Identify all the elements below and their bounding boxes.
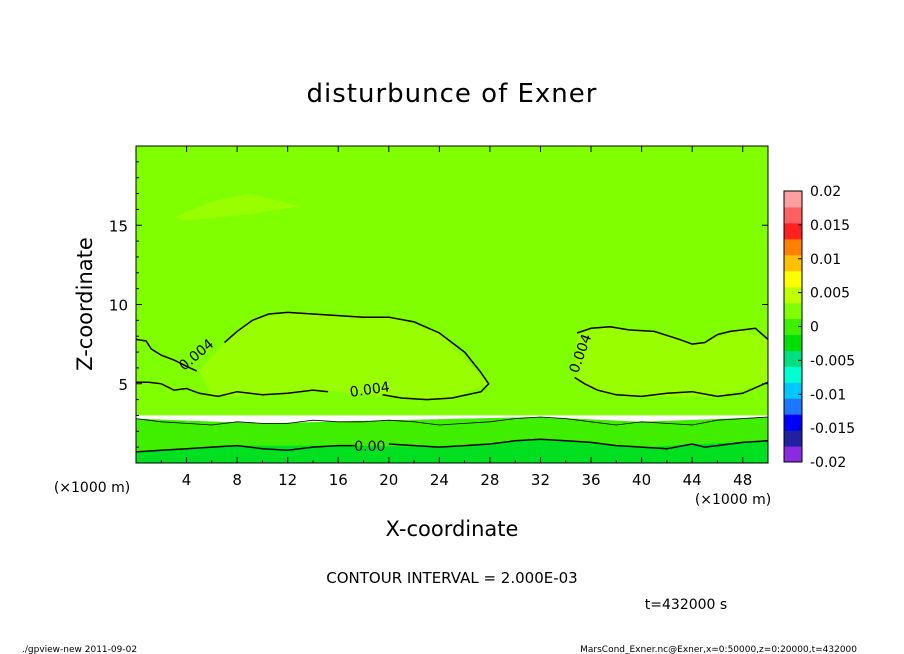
contour-line-4 [576,325,768,345]
x-tick-label: 12 [278,471,297,489]
contour-line-3 [574,376,768,398]
colorbar-tick-label: -0.005 [810,353,855,369]
colorbar-segment [784,382,802,399]
x-tick-label: 36 [581,471,600,489]
contour-line-1 [224,311,490,401]
chart-title: disturbunce of Exner [307,79,598,109]
time-label: t=432000 s [645,597,727,613]
colorbar-segment [784,238,802,256]
y-tick-label: 5 [118,376,128,394]
x-tick-label: 20 [379,471,398,489]
x-tick-label: 40 [632,471,651,489]
colorbar-segment [784,270,802,288]
contour-line-2 [136,381,329,398]
colorbar-segment [784,254,802,272]
y-axis-label: Z-coordinate [73,237,97,371]
colorbar-segment [784,398,802,415]
contour-region-3 [173,193,301,221]
colorbar-tick-label: 0.01 [810,252,841,268]
colorbar-segment [784,206,802,224]
colorbar-segment [784,334,802,351]
colorbar [784,191,802,463]
colorbar-tick-label: 0.005 [810,286,850,302]
colorbar-segment [784,286,802,304]
colorbar-tick-label: -0.015 [810,421,855,437]
x-axis-label: X-coordinate [386,517,519,541]
y-tick-label: 10 [109,297,128,315]
contour-region-1 [199,312,489,398]
x-tick-label: 32 [531,471,550,489]
x-tick-label: 28 [480,471,499,489]
colorbar-tick-label: -0.02 [810,455,846,471]
contour-line-0 [136,338,198,372]
colorbar-segment [784,430,802,447]
contour-interval: CONTOUR INTERVAL = 2.000E-03 [326,569,577,587]
colorbar-segment [784,318,802,335]
x-tick-label: 16 [329,471,348,489]
colorbar-segment [784,222,802,240]
colorbar-segment [784,414,802,431]
contour-line-6 [136,444,355,453]
contour-line-5 [136,416,768,426]
x-tick-label: 44 [683,471,702,489]
colorbar-tick-label: 0.02 [810,184,841,200]
contour-region-2 [574,326,768,397]
x-tick-label: 24 [430,471,449,489]
colorbar-segment [784,366,802,383]
colorbar-tick-label: -0.01 [810,387,846,403]
y-unit-label: (×1000 m) [54,480,130,496]
x-unit-label: (×1000 m) [695,492,771,508]
colorbar-tick-label: 0.015 [810,218,850,234]
x-tick-label: 48 [733,471,752,489]
contour-line-7 [388,438,768,450]
footer-left: ./gpview-new 2011-09-02 [22,645,137,654]
y-tick-label: 15 [109,217,128,235]
x-tick-label: 4 [182,471,192,489]
colorbar-segment [784,191,802,208]
colorbar-segment [784,350,802,367]
colorbar-tick-label: 0 [810,320,819,336]
footer-right: MarsCond_Exner.nc@Exner,x=0:50000,z=0:20… [580,645,857,654]
contour-label: 0.004 [349,379,391,400]
colorbar-segment [784,446,802,463]
contour-label: 0.00 [354,439,385,455]
x-tick-label: 8 [232,471,242,489]
colorbar-segment [784,302,802,320]
